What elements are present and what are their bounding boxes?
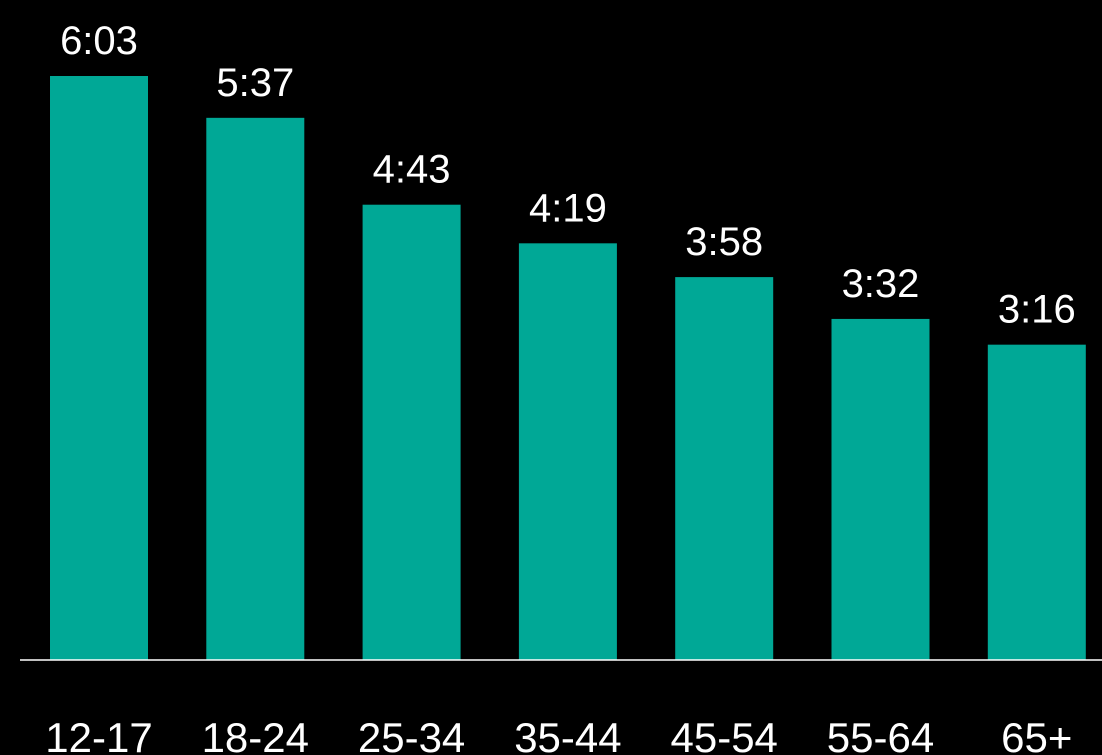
x-tick-label-12-17: 12-17 (45, 714, 152, 755)
data-label-12-17: 6:03 (60, 19, 138, 63)
data-label-55-64: 3:32 (842, 262, 920, 306)
x-tick-label-35-44: 35-44 (514, 714, 621, 755)
data-label-35-44: 4:19 (529, 186, 607, 230)
data-label-45-54: 3:58 (685, 220, 763, 264)
x-tick-label-55-64: 55-64 (827, 714, 934, 755)
data-label-18-24: 5:37 (216, 61, 294, 105)
bar-35-44 (518, 243, 617, 660)
bar-12-17 (50, 76, 148, 660)
data-label-65+: 3:16 (998, 288, 1076, 332)
bar-55-64 (831, 318, 930, 660)
x-tick-labels-group: 12-17 18-24 25-34 35-44 45-54 55-64 65+ (45, 714, 1072, 755)
bar-45-54 (675, 277, 774, 660)
x-tick-label-25-34: 25-34 (358, 714, 465, 755)
data-label-25-34: 4:43 (373, 148, 451, 192)
bars-group (50, 76, 1086, 660)
x-tick-label-18-24: 18-24 (202, 714, 309, 755)
x-tick-label-65+: 65+ (1001, 714, 1072, 755)
bar-18-24 (206, 117, 305, 660)
x-tick-label-45-54: 45-54 (670, 714, 777, 755)
bar-65+ (987, 344, 1086, 660)
data-labels-group: 6:03 5:37 4:43 4:19 3:58 3:32 3:16 (60, 19, 1076, 332)
bar-25-34 (362, 204, 461, 660)
